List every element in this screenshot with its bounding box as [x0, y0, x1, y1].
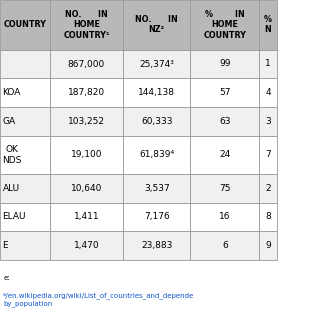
Bar — [0, 203, 50, 231]
Bar — [50, 136, 123, 174]
Text: 8: 8 — [265, 212, 271, 221]
Bar — [190, 50, 259, 78]
Text: KOA: KOA — [3, 88, 21, 97]
Text: %        IN
HOME
COUNTRY: % IN HOME COUNTRY — [203, 10, 246, 40]
Bar — [50, 203, 123, 231]
Bar — [190, 78, 259, 107]
Text: 1,470: 1,470 — [74, 241, 99, 250]
Text: COUNTRY: COUNTRY — [3, 20, 46, 29]
Bar — [190, 107, 259, 136]
Text: 23,883: 23,883 — [141, 241, 172, 250]
Bar — [259, 136, 277, 174]
Bar — [259, 50, 277, 78]
Text: 7: 7 — [265, 150, 271, 159]
Bar — [259, 231, 277, 260]
Bar — [123, 50, 190, 78]
Bar — [259, 107, 277, 136]
Text: e:: e: — [3, 275, 10, 281]
Text: 60,333: 60,333 — [141, 117, 172, 126]
Bar — [0, 78, 50, 107]
Text: 1,411: 1,411 — [74, 212, 99, 221]
Text: 187,820: 187,820 — [68, 88, 105, 97]
Bar — [0, 107, 50, 136]
Text: 24: 24 — [219, 150, 230, 159]
Bar — [50, 231, 123, 260]
Text: 19,100: 19,100 — [71, 150, 102, 159]
Bar — [50, 0, 123, 50]
Text: NO.      IN
NZ²: NO. IN NZ² — [135, 15, 178, 35]
Bar — [123, 136, 190, 174]
Text: 57: 57 — [219, 88, 230, 97]
Text: 3,537: 3,537 — [144, 184, 170, 193]
Bar — [50, 50, 123, 78]
Bar — [259, 203, 277, 231]
Text: 867,000: 867,000 — [68, 60, 105, 68]
Bar — [50, 174, 123, 203]
Text: ELAU: ELAU — [3, 212, 26, 221]
Bar — [190, 174, 259, 203]
Text: 144,138: 144,138 — [138, 88, 175, 97]
Bar — [0, 231, 50, 260]
Bar — [123, 107, 190, 136]
Bar — [259, 78, 277, 107]
Text: 16: 16 — [219, 212, 230, 221]
Bar — [190, 0, 259, 50]
Bar — [123, 203, 190, 231]
Bar — [0, 50, 50, 78]
Text: %
N: % N — [264, 15, 272, 35]
Text: OK
NDS: OK NDS — [3, 145, 22, 164]
Text: 2: 2 — [265, 184, 271, 193]
Bar — [50, 107, 123, 136]
Bar — [0, 136, 50, 174]
Bar — [50, 78, 123, 107]
Text: 6: 6 — [222, 241, 228, 250]
Bar — [259, 0, 277, 50]
Text: 25,374³: 25,374³ — [140, 60, 174, 68]
Text: 10,640: 10,640 — [71, 184, 102, 193]
Text: 4: 4 — [265, 88, 271, 97]
Text: */en.wikipedia.org/wiki/List_of_countries_and_depende
by_population: */en.wikipedia.org/wiki/List_of_countrie… — [3, 292, 195, 307]
Text: 1: 1 — [265, 60, 271, 68]
Text: NO.      IN
HOME
COUNTRY¹: NO. IN HOME COUNTRY¹ — [63, 10, 110, 40]
Text: 103,252: 103,252 — [68, 117, 105, 126]
Bar — [190, 231, 259, 260]
Text: 9: 9 — [265, 241, 271, 250]
Text: ALU: ALU — [3, 184, 20, 193]
Bar — [0, 174, 50, 203]
Bar — [123, 0, 190, 50]
Bar — [123, 174, 190, 203]
Text: 7,176: 7,176 — [144, 212, 170, 221]
Text: 63: 63 — [219, 117, 230, 126]
Bar — [190, 203, 259, 231]
Text: 3: 3 — [265, 117, 271, 126]
Text: E: E — [3, 241, 8, 250]
Bar — [190, 136, 259, 174]
Text: 99: 99 — [219, 60, 230, 68]
Bar — [123, 231, 190, 260]
Bar — [0, 0, 50, 50]
Text: GA: GA — [3, 117, 16, 126]
Text: 75: 75 — [219, 184, 230, 193]
Bar — [123, 78, 190, 107]
Bar — [259, 174, 277, 203]
Text: 61,839⁴: 61,839⁴ — [139, 150, 174, 159]
